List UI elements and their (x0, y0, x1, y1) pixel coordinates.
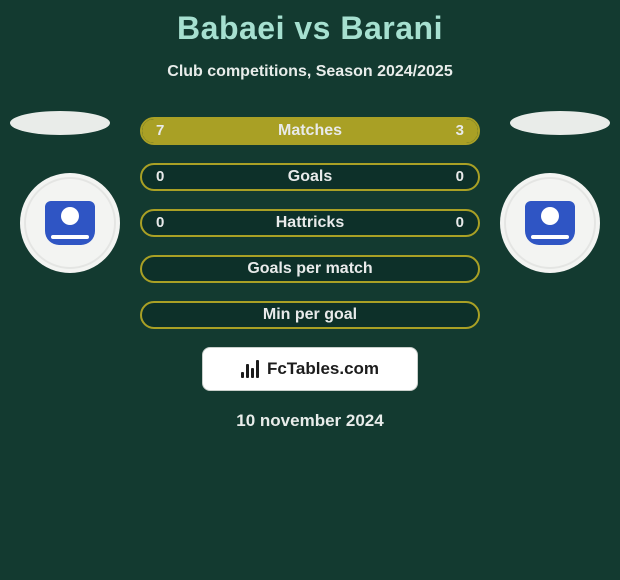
stat-bar: 00Goals (140, 163, 480, 191)
stat-bar: Min per goal (140, 301, 480, 329)
club-badge-left (20, 173, 120, 273)
shield-stripe (51, 235, 89, 239)
shield-icon (525, 201, 575, 245)
bar-chart-icon (241, 360, 259, 378)
subtitle: Club competitions, Season 2024/2025 (0, 63, 620, 81)
stat-bar: 00Hattricks (140, 209, 480, 237)
brand-bar-segment (241, 372, 244, 378)
page-title: Babaei vs Barani (0, 0, 620, 47)
player-photo-left (10, 111, 110, 135)
comparison-bars: 73Matches 00Goals 00Hattricks Goals per mat… (140, 117, 480, 329)
bar-label: Goals (142, 165, 478, 189)
bar-label: Matches (142, 119, 478, 143)
badge-inner (515, 188, 585, 258)
chart-area: 73Matches 00Goals 00Hattricks Goals per mat… (0, 117, 620, 329)
stat-bar: 73Matches (140, 117, 480, 145)
club-badge-right (500, 173, 600, 273)
bar-label: Min per goal (142, 303, 478, 327)
shield-icon (45, 201, 95, 245)
bar-label: Goals per match (142, 257, 478, 281)
stat-bar: Goals per match (140, 255, 480, 283)
shield-stripe (531, 235, 569, 239)
comparison-card: Babaei vs Barani Club competitions, Seas… (0, 0, 620, 580)
brand-bar-segment (251, 368, 254, 378)
brand-text: FcTables.com (267, 359, 379, 379)
player-photo-right (510, 111, 610, 135)
brand-bar-segment (246, 364, 249, 378)
badge-inner (35, 188, 105, 258)
date-text: 10 november 2024 (0, 411, 620, 431)
bar-label: Hattricks (142, 211, 478, 235)
brand-box: FcTables.com (202, 347, 418, 391)
brand-bar-segment (256, 360, 259, 378)
